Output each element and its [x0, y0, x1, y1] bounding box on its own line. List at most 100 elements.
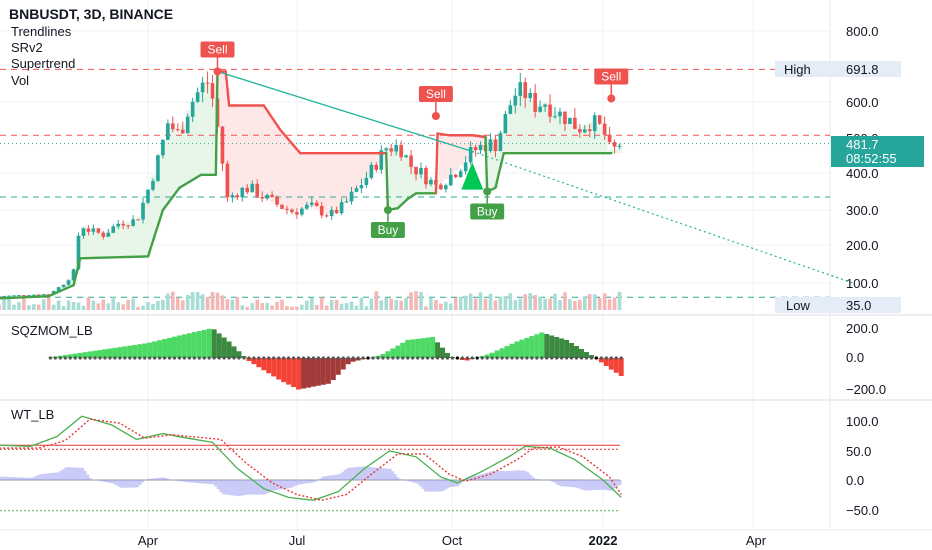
supertrend-fill-band — [299, 153, 305, 210]
wt-hist-bar — [389, 468, 392, 480]
volume-bar — [61, 306, 66, 310]
volume-bar — [230, 299, 235, 310]
candle — [126, 225, 130, 227]
candle — [324, 215, 329, 217]
sqz-bar — [216, 333, 222, 358]
volume-bar — [290, 306, 294, 310]
wt-hist-bar — [291, 480, 295, 487]
wt-hist-bar — [141, 480, 145, 483]
candle — [359, 185, 364, 189]
wt-hist-bar — [164, 477, 167, 480]
wt-hist-bar — [281, 480, 285, 490]
candle — [275, 196, 279, 205]
time-label: Oct — [442, 533, 463, 548]
wt-hist-bar — [174, 480, 177, 481]
sqz-tick: 0.0 — [846, 350, 864, 365]
sqz-dot — [187, 356, 191, 360]
volume-bar — [71, 302, 76, 310]
wt-hist-bar — [199, 480, 202, 484]
buy-label: Buy — [477, 205, 498, 219]
supertrend-segment — [78, 255, 150, 260]
wt-hist-bar — [426, 480, 430, 492]
sqz-dot — [435, 356, 440, 360]
volume-bar — [488, 293, 493, 310]
sqz-dot — [426, 356, 430, 360]
volume-bar — [136, 306, 140, 310]
candle — [379, 150, 384, 170]
indicator-vol[interactable]: Vol — [11, 73, 29, 88]
volume-bars — [0, 291, 622, 310]
volume-bar — [270, 305, 274, 310]
candle — [612, 142, 617, 147]
candle — [488, 139, 493, 151]
wt-hist-bar — [349, 467, 352, 480]
wt-hist-bar — [319, 478, 322, 480]
sqz-dot — [366, 356, 370, 360]
wt-hist-bar — [419, 480, 422, 487]
supertrend-fill-band — [339, 153, 345, 208]
wt-hist-bar — [86, 474, 90, 480]
sqz-dot — [341, 356, 345, 360]
wt-hist-bar — [29, 477, 32, 480]
volume-bar — [602, 293, 607, 310]
volume-bar — [563, 292, 567, 310]
wt1-line — [0, 415, 622, 501]
wt-hist-bar — [269, 480, 272, 492]
indicator-supertrend[interactable]: Supertrend — [11, 56, 75, 71]
candle — [146, 189, 150, 203]
sqz-dot — [475, 356, 479, 360]
sqz-bar — [72, 353, 78, 358]
sqz-dot — [162, 356, 167, 360]
candle — [354, 188, 359, 192]
candle — [607, 134, 612, 143]
sqz-bar — [186, 333, 192, 358]
candle — [111, 226, 116, 233]
wt-hist-bar — [531, 476, 535, 480]
wt-hist-bar — [66, 467, 70, 480]
wt-axis[interactable]: 100.0 50.0 0.0 −50.0 — [846, 414, 879, 518]
sqz-bar — [484, 354, 490, 358]
supertrend-fill-band — [527, 100, 534, 154]
supertrend-fill-band — [160, 142, 166, 210]
sqz-axis[interactable]: 200.0 0.0 −200.0 — [846, 321, 886, 397]
indicator-srv2[interactable]: SRv2 — [11, 40, 43, 55]
wt-title[interactable]: WT_LB — [11, 407, 54, 422]
wt-hist-bar — [339, 473, 342, 480]
symbol-title[interactable]: BNBUSDT, 3D, BINANCE — [9, 6, 173, 22]
supertrend-fill-band — [502, 118, 509, 154]
indicator-trendlines[interactable]: Trendlines — [11, 24, 72, 39]
sqz-dot — [445, 356, 450, 360]
wt-hist-bar — [306, 480, 310, 484]
supertrend-fill-band — [358, 153, 365, 184]
supertrend-fill-band — [135, 216, 142, 257]
time-axis[interactable]: Apr Jul Oct 2022 Apr — [138, 533, 767, 548]
sqz-bar — [534, 334, 540, 358]
supertrend-fill-band — [244, 105, 251, 189]
trendline[interactable] — [217, 70, 854, 284]
candle — [270, 194, 274, 197]
candle — [91, 228, 96, 232]
supertrend-segment — [385, 151, 390, 212]
sqz-bar — [489, 352, 495, 358]
volume-bar — [220, 295, 225, 310]
sqz-bar — [97, 350, 103, 358]
price-tick: 200.0 — [846, 238, 879, 253]
sqz-bar — [266, 358, 272, 374]
volume-bar — [240, 305, 245, 310]
supertrend-fill-band — [110, 227, 117, 258]
supertrend-fill-band — [90, 231, 97, 258]
sqz-bar — [152, 341, 158, 358]
wt-hist-bar — [121, 480, 125, 488]
supertrend-fill-band — [428, 181, 434, 194]
candle — [563, 111, 567, 125]
time-label: Jul — [289, 533, 306, 548]
candle — [37, 294, 41, 296]
candles[interactable] — [0, 71, 622, 298]
supertrend-fill-band — [547, 106, 554, 154]
wt-hist-bar — [536, 479, 540, 480]
wt-hist-bar — [71, 467, 75, 480]
candle — [190, 101, 195, 117]
supertrend-fill-band — [368, 153, 375, 171]
sqzmom-title[interactable]: SQZMOM_LB — [11, 323, 93, 338]
